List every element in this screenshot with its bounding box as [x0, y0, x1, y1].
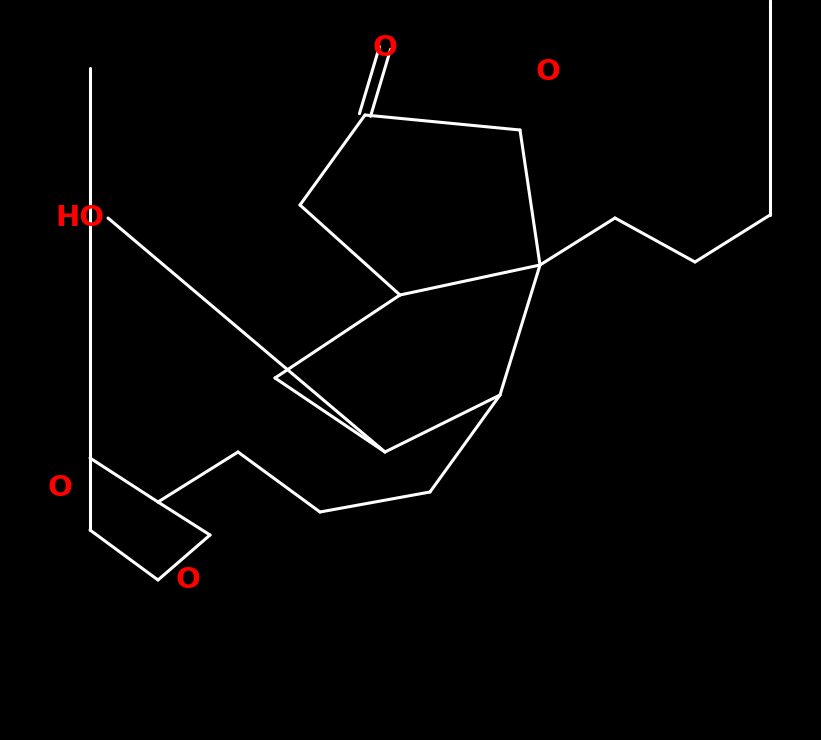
Text: O: O — [535, 58, 561, 86]
Text: O: O — [48, 474, 72, 502]
Text: HO: HO — [56, 204, 104, 232]
Text: O: O — [176, 566, 200, 594]
Text: O: O — [373, 34, 397, 62]
